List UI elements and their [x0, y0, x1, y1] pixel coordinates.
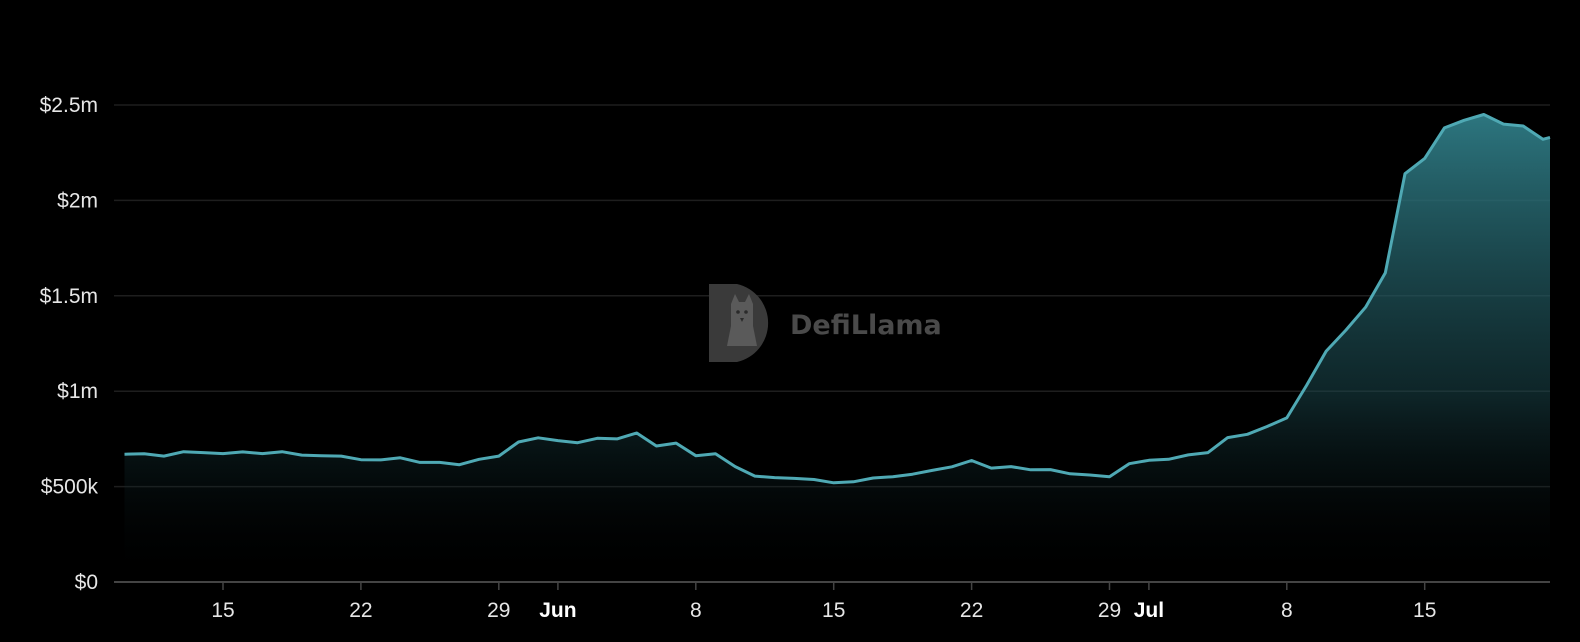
x-tick-label: 8: [690, 599, 702, 622]
watermark-text: DefiLlama: [790, 310, 942, 341]
y-tick-label: $1m: [57, 380, 98, 403]
y-tick-label: $0: [75, 571, 98, 594]
x-tick-label: 8: [1281, 599, 1293, 622]
watermark: DefiLlama: [709, 284, 942, 362]
x-tick-label: 15: [1413, 599, 1436, 622]
series-area: [124, 114, 1550, 582]
y-tick-label: $2.5m: [40, 94, 98, 117]
axes: $0 $500k $1m $1.5m $2m $2.5m 15 22 29 Jun 8 15 22 29 J…: [40, 94, 1550, 622]
defillama-logo-icon: [709, 284, 769, 362]
x-tick-label: 29: [487, 599, 510, 622]
x-tick-label: 29: [1098, 599, 1121, 622]
y-tick-label: $1.5m: [40, 285, 98, 308]
x-tick-label: 15: [211, 599, 234, 622]
x-tick-label: 22: [349, 599, 372, 622]
y-tick-label: $500k: [41, 476, 99, 499]
y-tick-label: $2m: [57, 189, 98, 212]
x-tick-label: Jul: [1134, 599, 1164, 622]
x-tick-label: 22: [960, 599, 983, 622]
tvl-series: [124, 113, 1551, 485]
area-fill: [124, 114, 1550, 582]
x-tick-label: Jun: [539, 599, 576, 622]
x-tick-label: 15: [822, 599, 845, 622]
series-line: [124, 113, 1551, 485]
